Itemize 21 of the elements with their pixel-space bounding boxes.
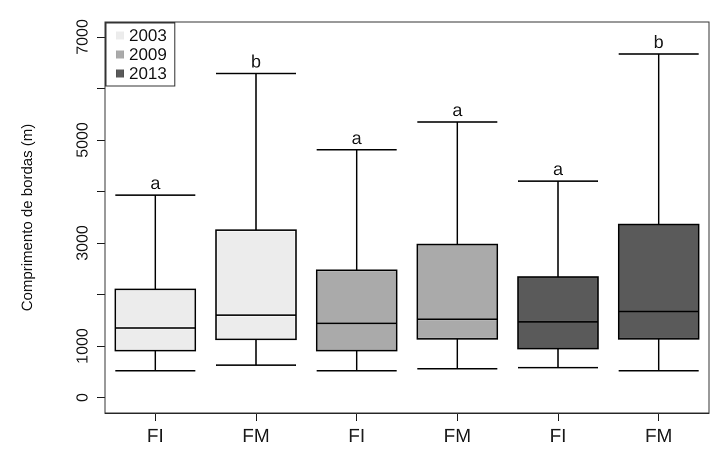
annotation: a — [452, 100, 464, 120]
x-tick-label: FM — [644, 426, 672, 447]
legend-label: 2003 — [129, 26, 167, 45]
y-tick-label: 1000 — [74, 328, 92, 364]
y-axis-title: Comprimento de bordas (m) — [19, 124, 36, 312]
annotation: a — [352, 128, 363, 148]
annotation: a — [150, 173, 162, 194]
annotation: b — [250, 52, 262, 72]
legend-label: 2009 — [129, 45, 167, 64]
y-tick-label: 7000 — [74, 19, 92, 55]
x-tick-label: FM — [242, 426, 270, 447]
x-tick-label: FI — [348, 426, 366, 447]
x-tick-label: FM — [444, 426, 472, 447]
x-tick-label: FI — [550, 426, 566, 447]
legend-label: 2013 — [129, 64, 167, 83]
annotation: a — [552, 159, 564, 180]
y-tick-label: 3000 — [74, 225, 92, 261]
annotation: b — [654, 32, 664, 52]
y-tick-label: 0 — [74, 393, 92, 402]
y-tick-label: 5000 — [74, 122, 92, 158]
x-tick-label: FI — [146, 426, 164, 447]
